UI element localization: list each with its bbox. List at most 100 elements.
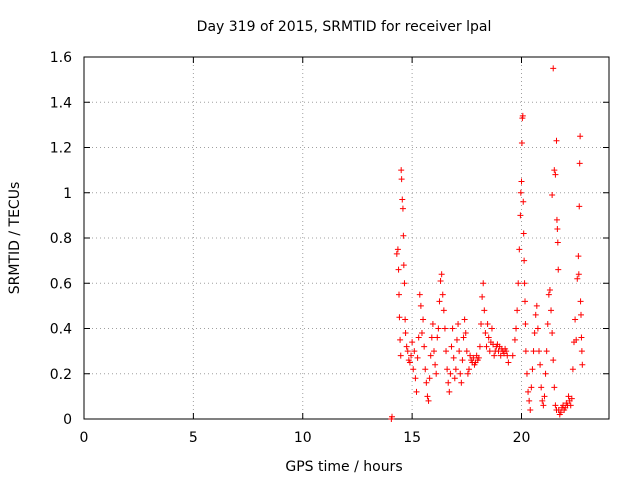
data-point — [443, 348, 450, 355]
data-point — [445, 379, 452, 386]
data-point — [422, 366, 429, 373]
y-tick-label: 0.8 — [50, 231, 72, 247]
data-point — [577, 298, 584, 305]
data-point — [475, 354, 482, 361]
data-point — [548, 307, 555, 314]
data-point — [418, 330, 425, 337]
data-point — [415, 334, 422, 341]
data-point — [421, 343, 428, 350]
data-point — [446, 388, 453, 395]
data-point — [396, 314, 403, 321]
data-point — [397, 352, 404, 359]
data-point — [569, 366, 576, 373]
data-point — [550, 357, 557, 364]
data-point — [575, 271, 582, 278]
data-point — [400, 262, 407, 269]
data-point — [551, 167, 558, 174]
x-tick-label: 10 — [294, 430, 312, 446]
data-point — [540, 402, 547, 409]
data-point — [574, 275, 581, 282]
data-point — [572, 316, 579, 323]
data-point — [470, 354, 477, 361]
data-point — [429, 320, 436, 327]
data-point — [573, 336, 580, 343]
data-point — [568, 395, 575, 402]
x-tick-label: 15 — [403, 430, 421, 446]
data-point — [519, 112, 526, 119]
data-point — [516, 246, 523, 253]
data-point — [578, 334, 585, 341]
data-point — [565, 393, 572, 400]
data-point — [522, 298, 528, 305]
y-tick-label: 1 — [63, 186, 72, 202]
data-point — [426, 375, 433, 382]
data-point — [552, 171, 559, 178]
data-point — [458, 379, 465, 386]
data-point — [406, 359, 413, 366]
data-point — [399, 196, 406, 203]
plot-frame — [83, 56, 610, 420]
x-axis-label: GPS time / hours — [285, 459, 402, 475]
data-point — [521, 280, 528, 287]
y-axis-label: SRMTID / TECUs — [7, 182, 23, 295]
data-point — [403, 343, 410, 350]
data-point — [517, 212, 524, 219]
data-point — [553, 216, 560, 223]
data-point — [414, 354, 421, 361]
data-point — [575, 253, 582, 260]
data-point — [525, 388, 532, 395]
data-point — [420, 316, 427, 323]
data-point — [451, 375, 458, 382]
data-point — [520, 198, 527, 205]
data-point — [537, 361, 544, 368]
data-point — [509, 352, 516, 359]
data-point — [399, 205, 406, 212]
data-point — [393, 250, 400, 257]
data-point — [552, 402, 559, 409]
data-point — [554, 239, 561, 246]
data-point — [401, 280, 408, 287]
data-point — [484, 320, 491, 327]
y-tick-label: 1.2 — [50, 141, 72, 157]
data-point — [431, 348, 437, 355]
data-point — [424, 393, 431, 400]
data-point — [526, 397, 533, 404]
data-point — [460, 334, 467, 341]
data-point — [488, 325, 495, 332]
data-point — [450, 354, 457, 361]
axis-ticks: 0 5 10 15 20 0 0.2 0.4 0.6 0.8 1 1.2 1.4 1.6 — [50, 50, 609, 446]
data-point — [557, 409, 564, 416]
chart-title: Day 319 of 2015, SRMTID for receiver lpa… — [197, 19, 492, 35]
data-point — [533, 302, 540, 309]
data-point — [412, 375, 419, 382]
data-point — [567, 402, 574, 409]
data-point — [466, 366, 472, 373]
data-point — [530, 348, 537, 355]
data-point — [416, 291, 423, 298]
data-points — [388, 65, 586, 422]
data-point — [456, 348, 463, 355]
data-point — [486, 348, 493, 355]
data-point — [402, 330, 409, 337]
data-point — [576, 203, 583, 210]
data-point — [436, 298, 443, 305]
data-point — [398, 167, 405, 174]
data-point — [577, 133, 584, 140]
data-point — [534, 325, 541, 332]
data-point — [459, 357, 466, 364]
data-point — [529, 366, 536, 373]
data-point — [400, 232, 407, 239]
data-point — [404, 348, 411, 355]
data-point — [435, 325, 442, 332]
data-point — [394, 246, 401, 253]
data-point — [425, 397, 432, 404]
data-point — [396, 291, 402, 298]
data-point — [550, 65, 557, 72]
x-tick-label: 20 — [513, 430, 531, 446]
data-point — [546, 287, 553, 294]
data-point — [542, 370, 549, 377]
y-tick-label: 0.6 — [50, 276, 72, 292]
y-tick-label: 1.4 — [50, 95, 72, 111]
data-point — [427, 352, 434, 359]
